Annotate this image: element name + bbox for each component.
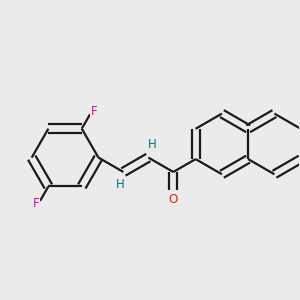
Text: H: H (116, 178, 124, 191)
Text: H: H (148, 138, 156, 151)
Text: F: F (91, 105, 98, 118)
Text: F: F (33, 197, 39, 210)
Text: O: O (169, 193, 178, 206)
